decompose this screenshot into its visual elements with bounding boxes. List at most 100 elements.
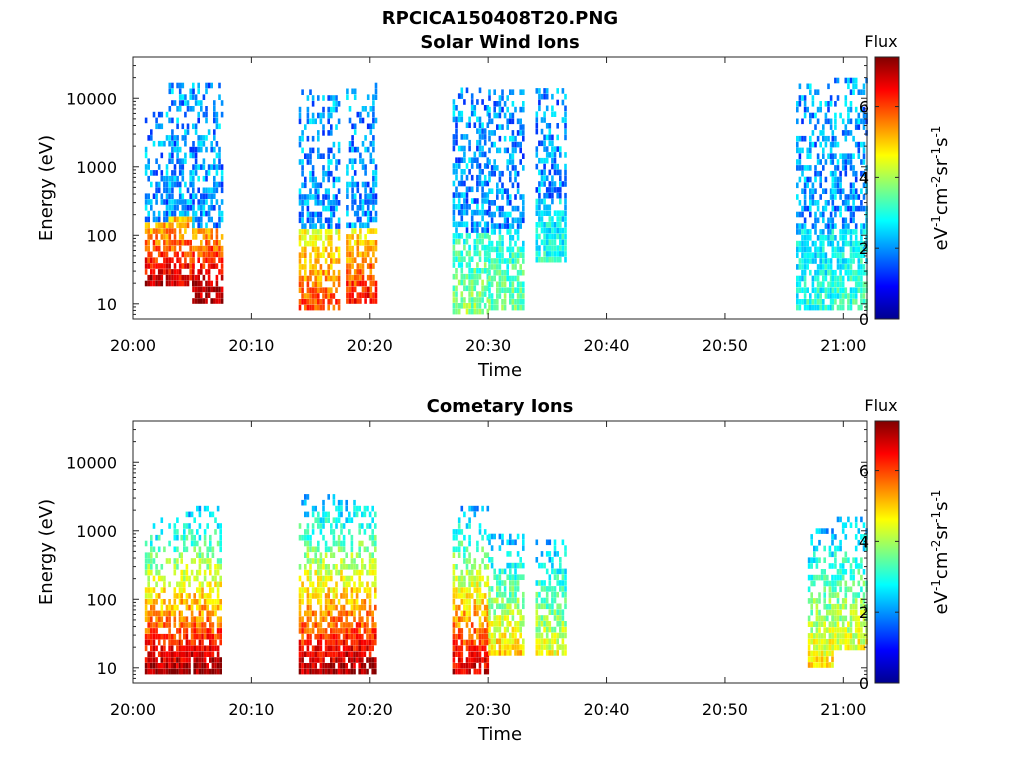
heatmap-cell bbox=[210, 199, 213, 205]
heatmap-cell bbox=[478, 633, 482, 640]
heatmap-cell bbox=[801, 147, 804, 154]
heatmap-cell bbox=[173, 175, 177, 182]
heatmap-cell bbox=[501, 194, 504, 200]
heatmap-cell bbox=[348, 564, 351, 570]
heatmap-cell bbox=[849, 205, 853, 212]
heatmap-cell bbox=[202, 135, 206, 141]
heatmap-cell bbox=[816, 89, 820, 95]
heatmap-cell bbox=[176, 152, 179, 159]
heatmap-cell bbox=[481, 633, 484, 640]
heatmap-cell bbox=[556, 146, 559, 152]
heatmap-cell bbox=[351, 181, 354, 188]
heatmap-cell bbox=[356, 187, 360, 194]
heatmap-cell bbox=[157, 534, 161, 541]
heatmap-cell bbox=[551, 644, 554, 650]
heatmap-cell bbox=[322, 95, 325, 101]
heatmap-cell bbox=[361, 181, 365, 188]
heatmap-cell bbox=[306, 558, 310, 564]
heatmap-cell bbox=[551, 181, 554, 187]
heatmap-cell bbox=[545, 134, 549, 141]
heatmap-cell bbox=[207, 245, 211, 252]
heatmap-cell bbox=[319, 287, 323, 293]
heatmap-cell bbox=[366, 245, 370, 252]
heatmap-cell bbox=[798, 299, 802, 305]
heatmap-cell bbox=[514, 194, 517, 200]
heatmap-cell bbox=[822, 147, 825, 154]
heatmap-cell bbox=[186, 251, 190, 258]
heatmap-cell bbox=[314, 176, 317, 183]
heatmap-cell bbox=[815, 574, 819, 581]
heatmap-cell bbox=[194, 100, 198, 106]
heatmap-cell bbox=[337, 281, 341, 288]
heatmap-cell bbox=[815, 656, 819, 662]
heatmap-cell bbox=[463, 99, 466, 105]
heatmap-cell bbox=[207, 164, 211, 170]
heatmap-cell bbox=[319, 558, 323, 564]
heatmap-cell bbox=[332, 141, 336, 148]
heatmap-cell bbox=[820, 644, 824, 651]
heatmap-cell bbox=[306, 663, 310, 669]
heatmap-cell bbox=[350, 668, 354, 675]
heatmap-cell bbox=[806, 252, 809, 258]
heatmap-cell bbox=[556, 551, 559, 557]
heatmap-cell bbox=[165, 622, 169, 628]
heatmap-cell bbox=[844, 205, 848, 212]
heatmap-cell bbox=[192, 222, 195, 229]
heatmap-cell bbox=[317, 639, 320, 646]
heatmap-cell bbox=[332, 645, 336, 652]
heatmap-cell bbox=[834, 205, 837, 212]
heatmap-cell bbox=[486, 256, 490, 262]
heatmap-cell bbox=[540, 175, 544, 181]
heatmap-cell bbox=[361, 141, 365, 147]
heatmap-cell bbox=[152, 228, 156, 234]
heatmap-cell bbox=[857, 124, 861, 130]
heatmap-cell bbox=[157, 546, 161, 553]
heatmap-cell bbox=[457, 628, 461, 634]
heatmap-cell bbox=[818, 609, 821, 616]
heatmap-cell bbox=[358, 616, 361, 622]
heatmap-cell bbox=[180, 657, 183, 663]
heatmap-cell bbox=[314, 304, 317, 311]
heatmap-cell bbox=[841, 281, 845, 288]
heatmap-cell bbox=[185, 668, 189, 675]
heatmap-cell bbox=[322, 663, 325, 669]
heatmap-cell bbox=[457, 204, 461, 210]
heatmap-cell bbox=[455, 139, 458, 146]
heatmap-cell bbox=[353, 564, 356, 570]
heatmap-cell bbox=[847, 275, 850, 282]
heatmap-cell bbox=[860, 229, 863, 235]
heatmap-cell bbox=[171, 135, 174, 141]
heatmap-cell bbox=[181, 210, 185, 217]
heatmap-cell bbox=[210, 141, 213, 147]
heatmap-cell bbox=[298, 269, 302, 276]
heatmap-cell bbox=[361, 564, 364, 570]
heatmap-cell bbox=[473, 221, 477, 228]
heatmap-cell bbox=[147, 616, 150, 622]
heatmap-cell bbox=[818, 598, 821, 604]
heatmap-cell bbox=[839, 229, 842, 235]
heatmap-cell bbox=[493, 632, 496, 639]
heatmap-cell bbox=[301, 246, 304, 253]
heatmap-cell bbox=[178, 581, 182, 588]
heatmap-cell bbox=[452, 262, 456, 268]
heatmap-cell bbox=[820, 633, 824, 639]
heatmap-cell bbox=[470, 581, 474, 588]
heatmap-cell bbox=[509, 609, 512, 615]
heatmap-cell bbox=[183, 534, 186, 541]
heatmap-cell bbox=[498, 293, 502, 299]
heatmap-cell bbox=[209, 569, 212, 576]
heatmap-cell bbox=[209, 599, 212, 605]
burst bbox=[452, 505, 490, 675]
heatmap-cell bbox=[364, 193, 367, 199]
heatmap-cell bbox=[496, 304, 499, 311]
heatmap-cell bbox=[506, 147, 509, 154]
heatmap-cell bbox=[516, 229, 520, 235]
heatmap-cell bbox=[478, 174, 482, 181]
heatmap-cell bbox=[366, 146, 370, 153]
heatmap-cell bbox=[852, 135, 855, 142]
heatmap-cell bbox=[545, 626, 549, 633]
heatmap-cell bbox=[478, 268, 482, 274]
heatmap-cell bbox=[849, 609, 853, 616]
heatmap-cell bbox=[150, 569, 153, 576]
